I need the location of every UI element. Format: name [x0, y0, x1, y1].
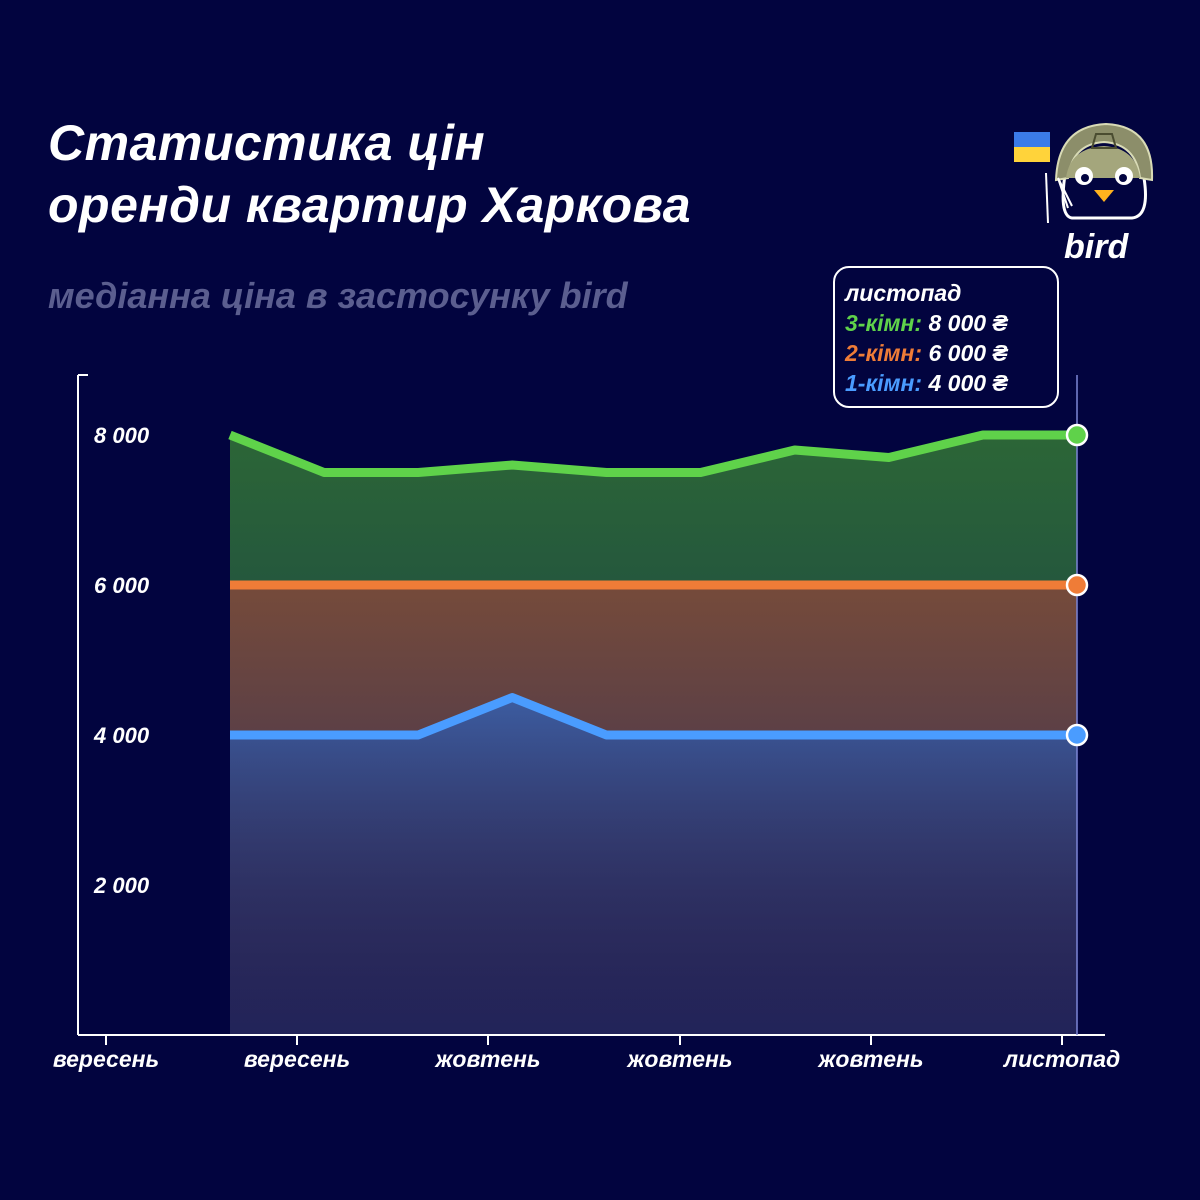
value-tooltip: листопад 3-кімн: 8 000 ₴ 2-кімн: 6 000 ₴…: [833, 266, 1059, 408]
y-tick-label: 8 000: [94, 423, 150, 448]
series-line-1room: [230, 693, 1077, 740]
y-tick-label: 2 000: [93, 873, 150, 898]
series-end-point[interactable]: [1065, 573, 1089, 597]
x-tick-label: жовтень: [433, 1046, 540, 1072]
tooltip-value: 4 000 ₴: [928, 370, 1008, 396]
series-end-point[interactable]: [1065, 423, 1089, 447]
page-title: Статистика цін оренди квартир Харкова: [48, 112, 691, 236]
y-tick-label: 4 000: [93, 723, 150, 748]
bird-helmet-logo-icon: [1014, 122, 1154, 224]
y-tick-label: 6 000: [94, 573, 150, 598]
page-subtitle: медіанна ціна в застосунку bird: [48, 275, 628, 316]
title-line-2: оренди квартир Харкова: [48, 177, 692, 233]
tooltip-label: 1-кімн:: [845, 370, 923, 396]
series-area-1room: [230, 697, 1077, 1035]
tooltip-value: 6 000 ₴: [928, 340, 1008, 366]
x-tick-label: вересень: [53, 1046, 159, 1072]
x-tick-label: жовтень: [816, 1046, 923, 1072]
tooltip-value: 8 000 ₴: [928, 310, 1008, 336]
x-tick-label: листопад: [1003, 1046, 1120, 1072]
logo-text: bird: [1064, 228, 1129, 266]
series-end-point[interactable]: [1065, 723, 1089, 747]
title-line-1: Статистика цін: [48, 115, 486, 171]
tooltip-month: листопад: [845, 280, 962, 306]
tooltip-row-1room: 1-кімн: 4 000 ₴: [845, 368, 1057, 398]
x-tick-label: жовтень: [625, 1046, 732, 1072]
tooltip-label: 3-кімн:: [845, 310, 923, 336]
tooltip-row-3room: 3-кімн: 8 000 ₴: [845, 308, 1057, 338]
tooltip-label: 2-кімн:: [845, 340, 923, 366]
x-tick-label: вересень: [244, 1046, 350, 1072]
series-line-3room: [228, 430, 1077, 477]
tooltip-row-2room: 2-кімн: 6 000 ₴: [845, 338, 1057, 368]
ukraine-flag-icon: [1014, 132, 1050, 162]
